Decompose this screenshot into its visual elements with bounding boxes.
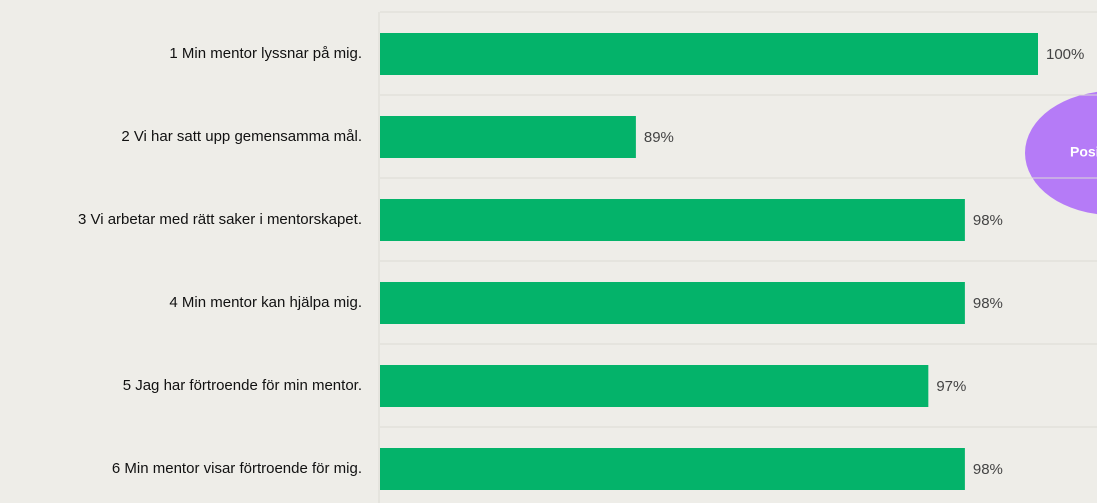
bar (380, 448, 965, 490)
bar (380, 199, 965, 241)
bar (380, 33, 1038, 75)
bar (380, 365, 929, 407)
category-label: 4 Min mentor kan hjälpa mig. (169, 294, 362, 311)
value-label: 89% (644, 129, 674, 146)
value-label: 100% (1046, 46, 1084, 63)
value-label: 98% (973, 295, 1003, 312)
value-label: 98% (973, 461, 1003, 478)
value-label: 97% (936, 378, 966, 395)
bar (380, 116, 636, 158)
bar (380, 282, 965, 324)
badge-text: Posi (1070, 144, 1097, 160)
category-label: 1 Min mentor lyssnar på mig. (169, 45, 362, 62)
badge (1025, 91, 1097, 215)
category-label: 5 Jag har förtroende för min mentor. (123, 377, 362, 394)
category-label: 6 Min mentor visar förtroende för mig. (112, 460, 362, 477)
category-label: 2 Vi har satt upp gemensamma mål. (121, 128, 362, 145)
category-label: 3 Vi arbetar med rätt saker i mentorskap… (78, 211, 362, 228)
value-label: 98% (973, 212, 1003, 229)
